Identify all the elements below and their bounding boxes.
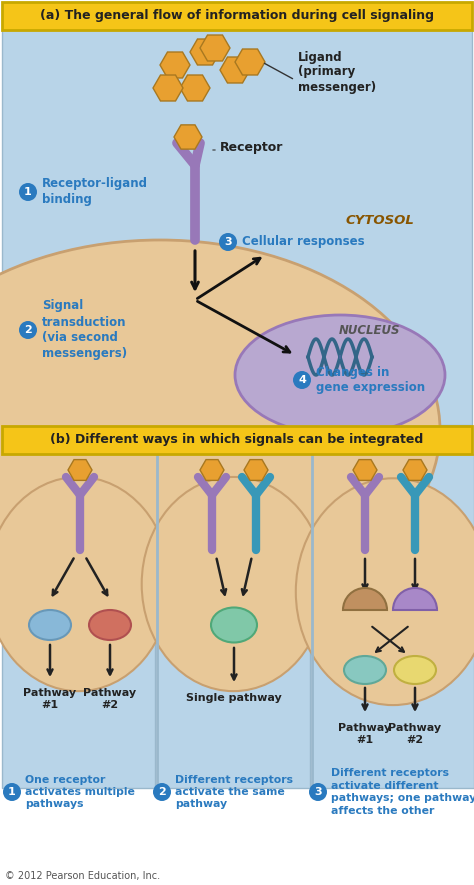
Circle shape xyxy=(3,783,21,801)
Text: 2: 2 xyxy=(158,787,166,797)
Text: One receptor
activates multiple
pathways: One receptor activates multiple pathways xyxy=(25,774,135,810)
Wedge shape xyxy=(343,588,387,610)
Text: (a) The general flow of information during cell signaling: (a) The general flow of information duri… xyxy=(40,10,434,22)
Bar xyxy=(2,2,472,30)
Text: Different receptors
activate the same
pathway: Different receptors activate the same pa… xyxy=(175,774,293,810)
Text: 1: 1 xyxy=(24,187,32,197)
Text: Pathway
#1: Pathway #1 xyxy=(23,688,77,710)
Text: Pathway
#2: Pathway #2 xyxy=(388,723,442,744)
Text: 1: 1 xyxy=(8,787,16,797)
Bar xyxy=(2,30,472,425)
Ellipse shape xyxy=(0,240,440,620)
Text: (b) Different ways in which signals can be integrated: (b) Different ways in which signals can … xyxy=(50,434,424,447)
Text: 2: 2 xyxy=(24,325,32,335)
Bar xyxy=(312,454,474,788)
Ellipse shape xyxy=(142,477,325,691)
Circle shape xyxy=(309,783,327,801)
Text: Signal
transduction
(via second
messengers): Signal transduction (via second messenge… xyxy=(42,299,127,360)
Text: Cellular responses: Cellular responses xyxy=(242,235,365,249)
Ellipse shape xyxy=(296,478,474,705)
Ellipse shape xyxy=(394,656,436,684)
Bar xyxy=(157,454,310,788)
Ellipse shape xyxy=(0,477,170,691)
Text: Ligand
(primary
messenger): Ligand (primary messenger) xyxy=(298,50,376,94)
Circle shape xyxy=(19,321,37,339)
Circle shape xyxy=(153,783,171,801)
Circle shape xyxy=(219,233,237,251)
Bar xyxy=(2,454,155,788)
Circle shape xyxy=(19,183,37,201)
Circle shape xyxy=(293,371,311,389)
Text: Single pathway: Single pathway xyxy=(186,693,282,703)
Text: NUCLEUS: NUCLEUS xyxy=(339,324,401,336)
Text: CYTOSOL: CYTOSOL xyxy=(346,213,414,227)
Text: 3: 3 xyxy=(224,237,232,247)
Text: © 2012 Pearson Education, Inc.: © 2012 Pearson Education, Inc. xyxy=(5,871,160,881)
Ellipse shape xyxy=(29,610,71,640)
Text: Changes in
gene expression: Changes in gene expression xyxy=(316,366,425,394)
Text: Receptor-ligand
binding: Receptor-ligand binding xyxy=(42,178,148,206)
Text: 3: 3 xyxy=(314,787,322,797)
Bar xyxy=(2,426,472,454)
Text: Different receptors
activate different
pathways; one pathway
affects the other: Different receptors activate different p… xyxy=(331,768,474,816)
Text: 4: 4 xyxy=(298,375,306,385)
Text: Pathway
#1: Pathway #1 xyxy=(338,723,392,744)
Wedge shape xyxy=(393,588,437,610)
Text: Receptor: Receptor xyxy=(220,142,283,155)
Ellipse shape xyxy=(235,315,445,435)
Text: Pathway
#2: Pathway #2 xyxy=(83,688,137,710)
Ellipse shape xyxy=(211,607,257,643)
Ellipse shape xyxy=(89,610,131,640)
Ellipse shape xyxy=(344,656,386,684)
